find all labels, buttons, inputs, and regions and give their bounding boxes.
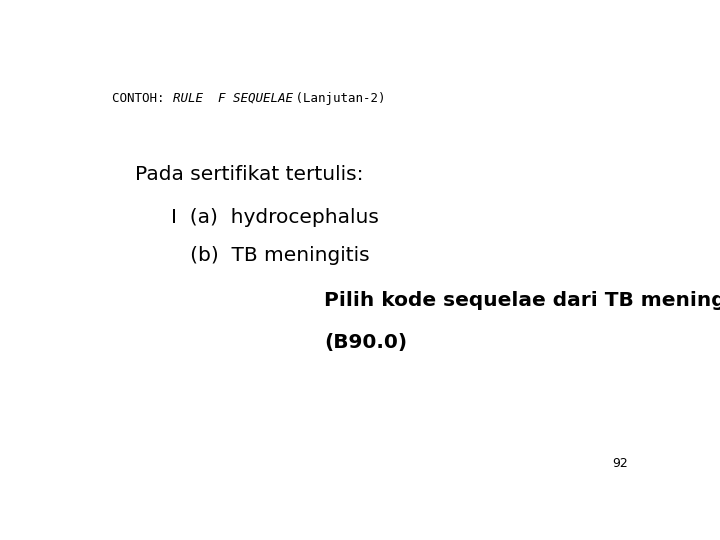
Text: (b)  TB meningitis: (b) TB meningitis	[171, 246, 369, 265]
Text: 92: 92	[613, 457, 629, 470]
Text: Pada sertifikat tertulis:: Pada sertifikat tertulis:	[135, 165, 363, 184]
Text: I  (a)  hydrocephalus: I (a) hydrocephalus	[171, 208, 379, 227]
Text: CONTOH:: CONTOH:	[112, 92, 180, 105]
Text: Pilih kode sequelae dari TB meningitis: Pilih kode sequelae dari TB meningitis	[324, 292, 720, 310]
Text: RULE  F SEQUELAE: RULE F SEQUELAE	[173, 92, 292, 105]
Text: (Lanjutan-2): (Lanjutan-2)	[288, 92, 386, 105]
Text: (B90.0): (B90.0)	[324, 333, 408, 352]
